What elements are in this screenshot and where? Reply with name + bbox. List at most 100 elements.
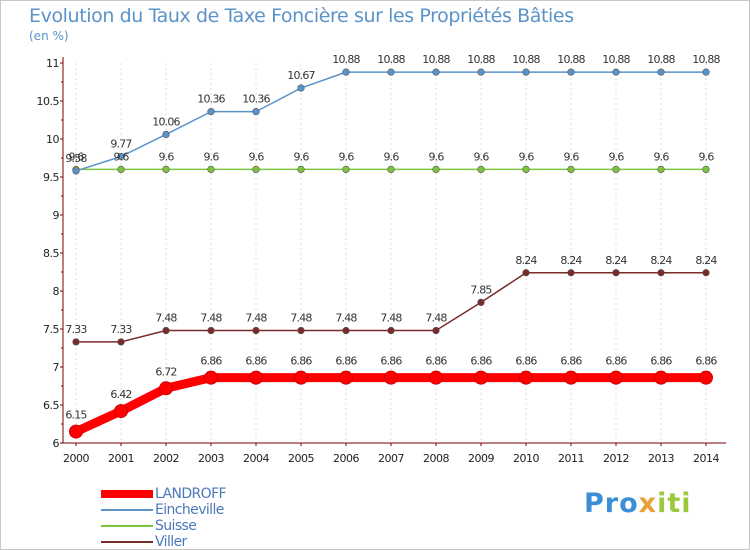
data-label-viller-2002: 7.48 xyxy=(155,312,177,325)
x-tick-label-2011: 2011 xyxy=(558,452,584,465)
data-label-eincheville-2001: 9.77 xyxy=(110,137,132,150)
data-label-viller-2009: 7.85 xyxy=(470,283,492,296)
data-point-viller-2013 xyxy=(657,269,665,277)
data-label-eincheville-2009: 10.88 xyxy=(467,53,495,66)
x-tick-label-2010: 2010 xyxy=(513,452,539,465)
x-tick-label-2006: 2006 xyxy=(333,452,359,465)
data-point-eincheville-2008 xyxy=(432,68,440,76)
legend-label-viller: Viller xyxy=(155,534,187,550)
data-point-viller-2003 xyxy=(207,326,215,335)
y-tick-label-10-5: 10.5 xyxy=(37,95,60,108)
y-tick-label-8: 8 xyxy=(53,285,60,298)
data-point-viller-2007 xyxy=(387,326,395,335)
data-point-landroff-2006 xyxy=(339,370,353,385)
data-point-landroff-2000 xyxy=(69,424,83,439)
data-label-landroff-2006: 6.86 xyxy=(335,355,357,368)
proxiti-logo: Proxiti xyxy=(584,488,692,519)
data-point-suisse-2013 xyxy=(657,165,665,173)
data-point-suisse-2008 xyxy=(432,165,440,173)
data-label-suisse-2014: 9.6 xyxy=(698,150,714,163)
data-point-eincheville-2006 xyxy=(342,68,350,76)
data-point-eincheville-2007 xyxy=(387,68,395,76)
legend-item-viller[interactable]: Viller xyxy=(101,534,226,550)
data-label-suisse-2013: 9.6 xyxy=(653,150,669,163)
data-point-viller-2004 xyxy=(252,326,260,335)
x-tick-label-2002: 2002 xyxy=(153,452,179,465)
data-point-landroff-2013 xyxy=(654,370,668,385)
data-label-landroff-2011: 6.86 xyxy=(560,355,582,368)
data-point-viller-2009 xyxy=(477,298,485,307)
data-label-viller-2008: 7.48 xyxy=(425,312,447,325)
data-point-suisse-2011 xyxy=(567,165,575,173)
data-point-viller-2011 xyxy=(567,269,575,277)
legend-item-landroff[interactable]: LANDROFF xyxy=(101,486,227,502)
data-label-landroff-2012: 6.86 xyxy=(605,355,627,368)
data-label-viller-2013: 8.24 xyxy=(650,254,672,267)
data-label-landroff-2010: 6.86 xyxy=(515,355,537,368)
data-label-viller-2007: 7.48 xyxy=(380,312,402,325)
data-label-landroff-2013: 6.86 xyxy=(650,355,672,368)
x-tick-label-2012: 2012 xyxy=(603,452,629,465)
data-point-suisse-2003 xyxy=(207,165,215,173)
x-tick-label-2008: 2008 xyxy=(423,452,449,465)
y-tick-label-6-5: 6.5 xyxy=(43,399,59,412)
data-point-viller-2010 xyxy=(522,269,530,277)
data-label-eincheville-2004: 10.36 xyxy=(242,93,270,106)
legend-label-suisse: Suisse xyxy=(155,518,197,534)
data-label-eincheville-2003: 10.36 xyxy=(197,93,225,106)
data-label-suisse-2012: 9.6 xyxy=(608,150,624,163)
data-point-eincheville-2000 xyxy=(72,167,80,175)
x-tick-label-2000: 2000 xyxy=(63,452,89,465)
data-label-suisse-2007: 9.6 xyxy=(383,150,399,163)
data-label-suisse-2008: 9.6 xyxy=(428,150,444,163)
chart-legend: LANDROFF Eincheville Suisse Viller xyxy=(101,486,227,550)
data-label-eincheville-2002: 10.06 xyxy=(152,115,180,128)
chart-subtitle: (en %) xyxy=(29,29,69,43)
x-tick-label-2001: 2001 xyxy=(108,452,134,465)
data-label-viller-2011: 8.24 xyxy=(560,254,582,267)
data-point-landroff-2007 xyxy=(384,370,398,385)
legend-item-suisse[interactable]: Suisse xyxy=(101,518,226,534)
data-point-viller-2008 xyxy=(432,326,440,335)
data-point-suisse-2002 xyxy=(162,165,170,173)
data-label-landroff-2008: 6.86 xyxy=(425,355,447,368)
chart-title: Evolution du Taux de Taxe Foncière sur l… xyxy=(29,5,574,27)
data-point-suisse-2009 xyxy=(477,165,485,173)
x-tick-label-2009: 2009 xyxy=(468,452,494,465)
data-point-landroff-2011 xyxy=(564,370,578,385)
data-point-suisse-2006 xyxy=(342,165,350,173)
y-tick-label-8-5: 8.5 xyxy=(43,247,59,260)
data-label-viller-2010: 8.24 xyxy=(515,254,537,267)
data-point-eincheville-2005 xyxy=(297,84,305,92)
data-label-landroff-2002: 6.72 xyxy=(155,365,176,378)
data-label-viller-2001: 7.33 xyxy=(110,323,132,336)
data-point-viller-2005 xyxy=(297,326,305,335)
legend-swatch-suisse xyxy=(101,525,153,527)
data-label-suisse-2002: 9.6 xyxy=(158,150,174,163)
data-point-viller-2001 xyxy=(117,338,125,346)
data-label-landroff-2009: 6.86 xyxy=(470,355,492,368)
data-label-suisse-2006: 9.6 xyxy=(338,150,354,163)
data-point-landroff-2001 xyxy=(114,404,128,419)
data-point-landroff-2004 xyxy=(249,370,263,385)
data-label-viller-2005: 7.48 xyxy=(290,312,312,325)
y-tick-label-6: 6 xyxy=(53,437,60,450)
data-label-landroff-2014: 6.86 xyxy=(695,355,717,368)
data-point-eincheville-2012 xyxy=(612,68,620,76)
data-label-eincheville-2008: 10.88 xyxy=(422,53,450,66)
data-point-suisse-2010 xyxy=(522,165,530,173)
data-point-suisse-2004 xyxy=(252,165,260,173)
data-label-viller-2012: 8.24 xyxy=(605,254,627,267)
data-point-eincheville-2009 xyxy=(477,68,485,76)
data-point-landroff-2012 xyxy=(609,370,623,385)
data-label-suisse-2011: 9.6 xyxy=(563,150,579,163)
data-point-landroff-2010 xyxy=(519,370,533,385)
data-label-eincheville-2014: 10.88 xyxy=(692,53,720,66)
data-point-landroff-2014 xyxy=(699,370,713,385)
data-label-suisse-2010: 9.6 xyxy=(518,150,534,163)
y-tick-label-11: 11 xyxy=(46,57,59,70)
data-point-eincheville-2014 xyxy=(702,68,710,76)
data-label-suisse-2001: 9.6 xyxy=(113,150,129,163)
legend-item-eincheville[interactable]: Eincheville xyxy=(101,502,226,518)
